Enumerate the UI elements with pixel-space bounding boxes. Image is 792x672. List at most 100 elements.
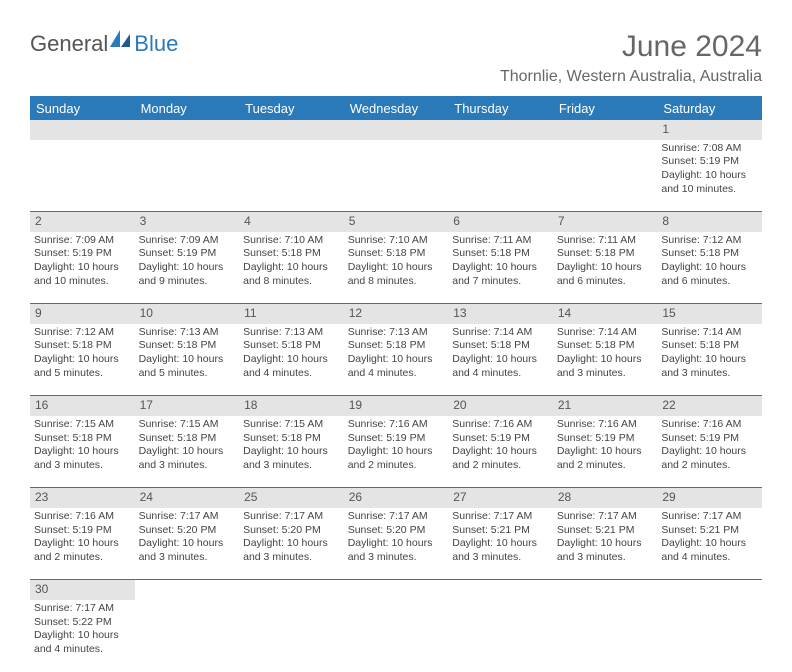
day-cell: Sunrise: 7:16 AMSunset: 5:19 PMDaylight:… bbox=[448, 416, 553, 488]
day-cell: Sunrise: 7:08 AMSunset: 5:19 PMDaylight:… bbox=[657, 140, 762, 212]
day-cell: Sunrise: 7:14 AMSunset: 5:18 PMDaylight:… bbox=[553, 324, 658, 396]
empty-cell bbox=[553, 600, 658, 672]
day-number: 8 bbox=[657, 212, 762, 232]
daynum-row: 30 bbox=[30, 580, 762, 600]
daynum-row: 1 bbox=[30, 120, 762, 140]
day-cell: Sunrise: 7:17 AMSunset: 5:20 PMDaylight:… bbox=[344, 508, 449, 580]
day-cell: Sunrise: 7:15 AMSunset: 5:18 PMDaylight:… bbox=[30, 416, 135, 488]
day-details: Sunrise: 7:10 AMSunset: 5:18 PMDaylight:… bbox=[243, 234, 340, 289]
day-number: 5 bbox=[344, 212, 449, 232]
empty-daynum bbox=[30, 120, 135, 140]
day-cell: Sunrise: 7:16 AMSunset: 5:19 PMDaylight:… bbox=[30, 508, 135, 580]
title-block: June 2024 Thornlie, Western Australia, A… bbox=[500, 30, 762, 86]
month-title: June 2024 bbox=[500, 30, 762, 64]
logo-text-general: General bbox=[30, 31, 108, 57]
content-row: Sunrise: 7:09 AMSunset: 5:19 PMDaylight:… bbox=[30, 232, 762, 304]
day-details: Sunrise: 7:13 AMSunset: 5:18 PMDaylight:… bbox=[139, 326, 236, 381]
day-number: 7 bbox=[553, 212, 658, 232]
day-header: Saturday bbox=[657, 97, 762, 120]
day-cell: Sunrise: 7:13 AMSunset: 5:18 PMDaylight:… bbox=[344, 324, 449, 396]
day-header: Tuesday bbox=[239, 97, 344, 120]
day-details: Sunrise: 7:14 AMSunset: 5:18 PMDaylight:… bbox=[452, 326, 549, 381]
empty-daynum bbox=[657, 580, 762, 600]
day-cell: Sunrise: 7:17 AMSunset: 5:21 PMDaylight:… bbox=[553, 508, 658, 580]
logo-sail-icon bbox=[110, 30, 132, 53]
day-details: Sunrise: 7:15 AMSunset: 5:18 PMDaylight:… bbox=[243, 418, 340, 473]
empty-cell bbox=[448, 600, 553, 672]
day-details: Sunrise: 7:16 AMSunset: 5:19 PMDaylight:… bbox=[557, 418, 654, 473]
day-cell: Sunrise: 7:11 AMSunset: 5:18 PMDaylight:… bbox=[553, 232, 658, 304]
day-cell: Sunrise: 7:15 AMSunset: 5:18 PMDaylight:… bbox=[239, 416, 344, 488]
day-number: 11 bbox=[239, 304, 344, 324]
day-number: 1 bbox=[657, 120, 762, 140]
day-header: Wednesday bbox=[344, 97, 449, 120]
day-details: Sunrise: 7:15 AMSunset: 5:18 PMDaylight:… bbox=[34, 418, 131, 473]
day-cell: Sunrise: 7:17 AMSunset: 5:21 PMDaylight:… bbox=[448, 508, 553, 580]
empty-daynum bbox=[553, 580, 658, 600]
day-cell: Sunrise: 7:16 AMSunset: 5:19 PMDaylight:… bbox=[657, 416, 762, 488]
day-cell: Sunrise: 7:11 AMSunset: 5:18 PMDaylight:… bbox=[448, 232, 553, 304]
day-details: Sunrise: 7:13 AMSunset: 5:18 PMDaylight:… bbox=[348, 326, 445, 381]
day-header: Monday bbox=[135, 97, 240, 120]
day-details: Sunrise: 7:16 AMSunset: 5:19 PMDaylight:… bbox=[34, 510, 131, 565]
day-cell: Sunrise: 7:17 AMSunset: 5:20 PMDaylight:… bbox=[239, 508, 344, 580]
day-details: Sunrise: 7:16 AMSunset: 5:19 PMDaylight:… bbox=[661, 418, 758, 473]
day-cell: Sunrise: 7:12 AMSunset: 5:18 PMDaylight:… bbox=[657, 232, 762, 304]
day-cell: Sunrise: 7:10 AMSunset: 5:18 PMDaylight:… bbox=[239, 232, 344, 304]
day-details: Sunrise: 7:12 AMSunset: 5:18 PMDaylight:… bbox=[34, 326, 131, 381]
empty-cell bbox=[135, 140, 240, 212]
empty-cell bbox=[239, 140, 344, 212]
day-cell: Sunrise: 7:16 AMSunset: 5:19 PMDaylight:… bbox=[553, 416, 658, 488]
day-number: 29 bbox=[657, 488, 762, 508]
day-cell: Sunrise: 7:14 AMSunset: 5:18 PMDaylight:… bbox=[657, 324, 762, 396]
day-number: 26 bbox=[344, 488, 449, 508]
day-number: 18 bbox=[239, 396, 344, 416]
day-number: 24 bbox=[135, 488, 240, 508]
empty-daynum bbox=[239, 120, 344, 140]
empty-cell bbox=[553, 140, 658, 212]
content-row: Sunrise: 7:17 AMSunset: 5:22 PMDaylight:… bbox=[30, 600, 762, 672]
day-cell: Sunrise: 7:13 AMSunset: 5:18 PMDaylight:… bbox=[239, 324, 344, 396]
empty-cell bbox=[448, 140, 553, 212]
day-details: Sunrise: 7:17 AMSunset: 5:20 PMDaylight:… bbox=[243, 510, 340, 565]
day-number: 15 bbox=[657, 304, 762, 324]
day-details: Sunrise: 7:16 AMSunset: 5:19 PMDaylight:… bbox=[348, 418, 445, 473]
daynum-row: 23242526272829 bbox=[30, 488, 762, 508]
location-subtitle: Thornlie, Western Australia, Australia bbox=[500, 68, 762, 86]
day-number: 28 bbox=[553, 488, 658, 508]
content-row: Sunrise: 7:08 AMSunset: 5:19 PMDaylight:… bbox=[30, 140, 762, 212]
day-details: Sunrise: 7:09 AMSunset: 5:19 PMDaylight:… bbox=[34, 234, 131, 289]
day-details: Sunrise: 7:14 AMSunset: 5:18 PMDaylight:… bbox=[661, 326, 758, 381]
calendar-table: SundayMondayTuesdayWednesdayThursdayFrid… bbox=[30, 97, 762, 672]
day-number: 27 bbox=[448, 488, 553, 508]
day-details: Sunrise: 7:17 AMSunset: 5:20 PMDaylight:… bbox=[348, 510, 445, 565]
day-number: 23 bbox=[30, 488, 135, 508]
empty-daynum bbox=[448, 120, 553, 140]
day-cell: Sunrise: 7:12 AMSunset: 5:18 PMDaylight:… bbox=[30, 324, 135, 396]
day-details: Sunrise: 7:17 AMSunset: 5:21 PMDaylight:… bbox=[452, 510, 549, 565]
day-header: Thursday bbox=[448, 97, 553, 120]
day-number: 19 bbox=[344, 396, 449, 416]
day-number: 10 bbox=[135, 304, 240, 324]
day-number: 20 bbox=[448, 396, 553, 416]
empty-cell bbox=[344, 140, 449, 212]
calendar-body: 1Sunrise: 7:08 AMSunset: 5:19 PMDaylight… bbox=[30, 120, 762, 672]
day-number: 21 bbox=[553, 396, 658, 416]
empty-cell bbox=[657, 600, 762, 672]
day-details: Sunrise: 7:12 AMSunset: 5:18 PMDaylight:… bbox=[661, 234, 758, 289]
empty-daynum bbox=[135, 580, 240, 600]
empty-daynum bbox=[448, 580, 553, 600]
day-details: Sunrise: 7:09 AMSunset: 5:19 PMDaylight:… bbox=[139, 234, 236, 289]
day-header: Sunday bbox=[30, 97, 135, 120]
empty-daynum bbox=[344, 120, 449, 140]
day-number: 17 bbox=[135, 396, 240, 416]
empty-daynum bbox=[553, 120, 658, 140]
day-details: Sunrise: 7:16 AMSunset: 5:19 PMDaylight:… bbox=[452, 418, 549, 473]
content-row: Sunrise: 7:16 AMSunset: 5:19 PMDaylight:… bbox=[30, 508, 762, 580]
day-number: 9 bbox=[30, 304, 135, 324]
empty-cell bbox=[344, 600, 449, 672]
day-cell: Sunrise: 7:09 AMSunset: 5:19 PMDaylight:… bbox=[30, 232, 135, 304]
logo: General Blue bbox=[30, 30, 178, 57]
content-row: Sunrise: 7:12 AMSunset: 5:18 PMDaylight:… bbox=[30, 324, 762, 396]
empty-daynum bbox=[344, 580, 449, 600]
